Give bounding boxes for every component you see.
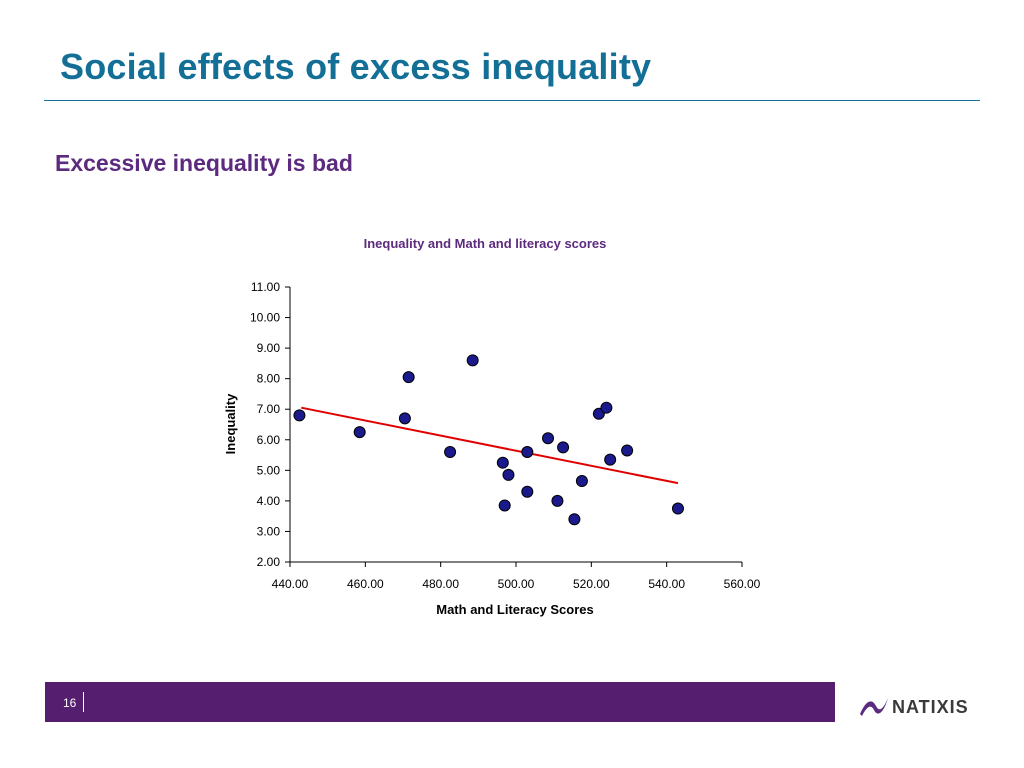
trendline-group	[301, 406, 679, 485]
x-tick-label: 440.00	[272, 577, 309, 591]
y-tick-label: 5.00	[257, 463, 281, 477]
scatter-point	[444, 446, 457, 458]
scatter-point	[557, 441, 570, 454]
scatter-point	[398, 412, 411, 425]
chart-title: Inequality and Math and literacy scores	[364, 236, 607, 251]
y-axis-label: Inequality	[223, 393, 238, 454]
y-tick-label: 10.00	[250, 311, 280, 325]
scatter-chart: Inequality and Math and literacy scores …	[223, 236, 761, 617]
data-points	[293, 354, 684, 526]
y-tick-label: 11.00	[251, 280, 280, 294]
page-number: 16	[63, 696, 77, 710]
y-tick-label: 8.00	[257, 372, 281, 386]
scatter-point	[498, 499, 511, 512]
x-tick-label: 480.00	[422, 577, 459, 591]
y-tick-label: 4.00	[257, 494, 281, 508]
scatter-point	[600, 401, 613, 414]
scatter-point	[402, 371, 415, 384]
scatter-point	[502, 468, 515, 481]
slide-subtitle: Excessive inequality is bad	[55, 150, 353, 176]
y-tick-label: 6.00	[257, 433, 281, 447]
scatter-point	[551, 494, 564, 507]
y-tick-label: 9.00	[257, 341, 281, 355]
scatter-point	[521, 485, 534, 498]
scatter-point	[575, 475, 588, 488]
logo-text: NATIXIS	[892, 697, 969, 717]
footer-bar: 16	[45, 682, 835, 722]
scatter-point	[521, 446, 534, 458]
scatter-point	[542, 432, 555, 445]
scatter-point	[568, 513, 581, 526]
x-tick-label: 520.00	[573, 577, 610, 591]
slide-title: Social effects of excess inequality	[60, 46, 652, 87]
scatter-point	[621, 444, 634, 457]
x-tick-label: 560.00	[724, 577, 761, 591]
trendline	[301, 406, 679, 485]
x-tick-label: 540.00	[648, 577, 685, 591]
scatter-point	[671, 502, 684, 515]
scatter-point	[496, 456, 509, 469]
y-tick-label: 3.00	[257, 524, 281, 538]
y-tick-label: 7.00	[257, 402, 281, 416]
logo-swoosh-icon	[860, 698, 888, 716]
page-number-divider	[83, 692, 84, 712]
x-axis-label: Math and Literacy Scores	[436, 602, 594, 617]
y-tick-label: 2.00	[257, 555, 281, 569]
scatter-point	[466, 354, 479, 367]
scatter-point	[293, 409, 306, 422]
scatter-point	[604, 453, 617, 466]
x-tick-label: 460.00	[347, 577, 384, 591]
scatter-point	[353, 426, 366, 439]
natixis-logo: NATIXIS	[860, 697, 969, 717]
x-tick-label: 500.00	[498, 577, 535, 591]
chart-axes: 2.00 3.00 4.00 5.00 6.00 7.00 8.00 9.00 10.00 11.…	[250, 280, 761, 591]
title-divider	[44, 100, 980, 101]
